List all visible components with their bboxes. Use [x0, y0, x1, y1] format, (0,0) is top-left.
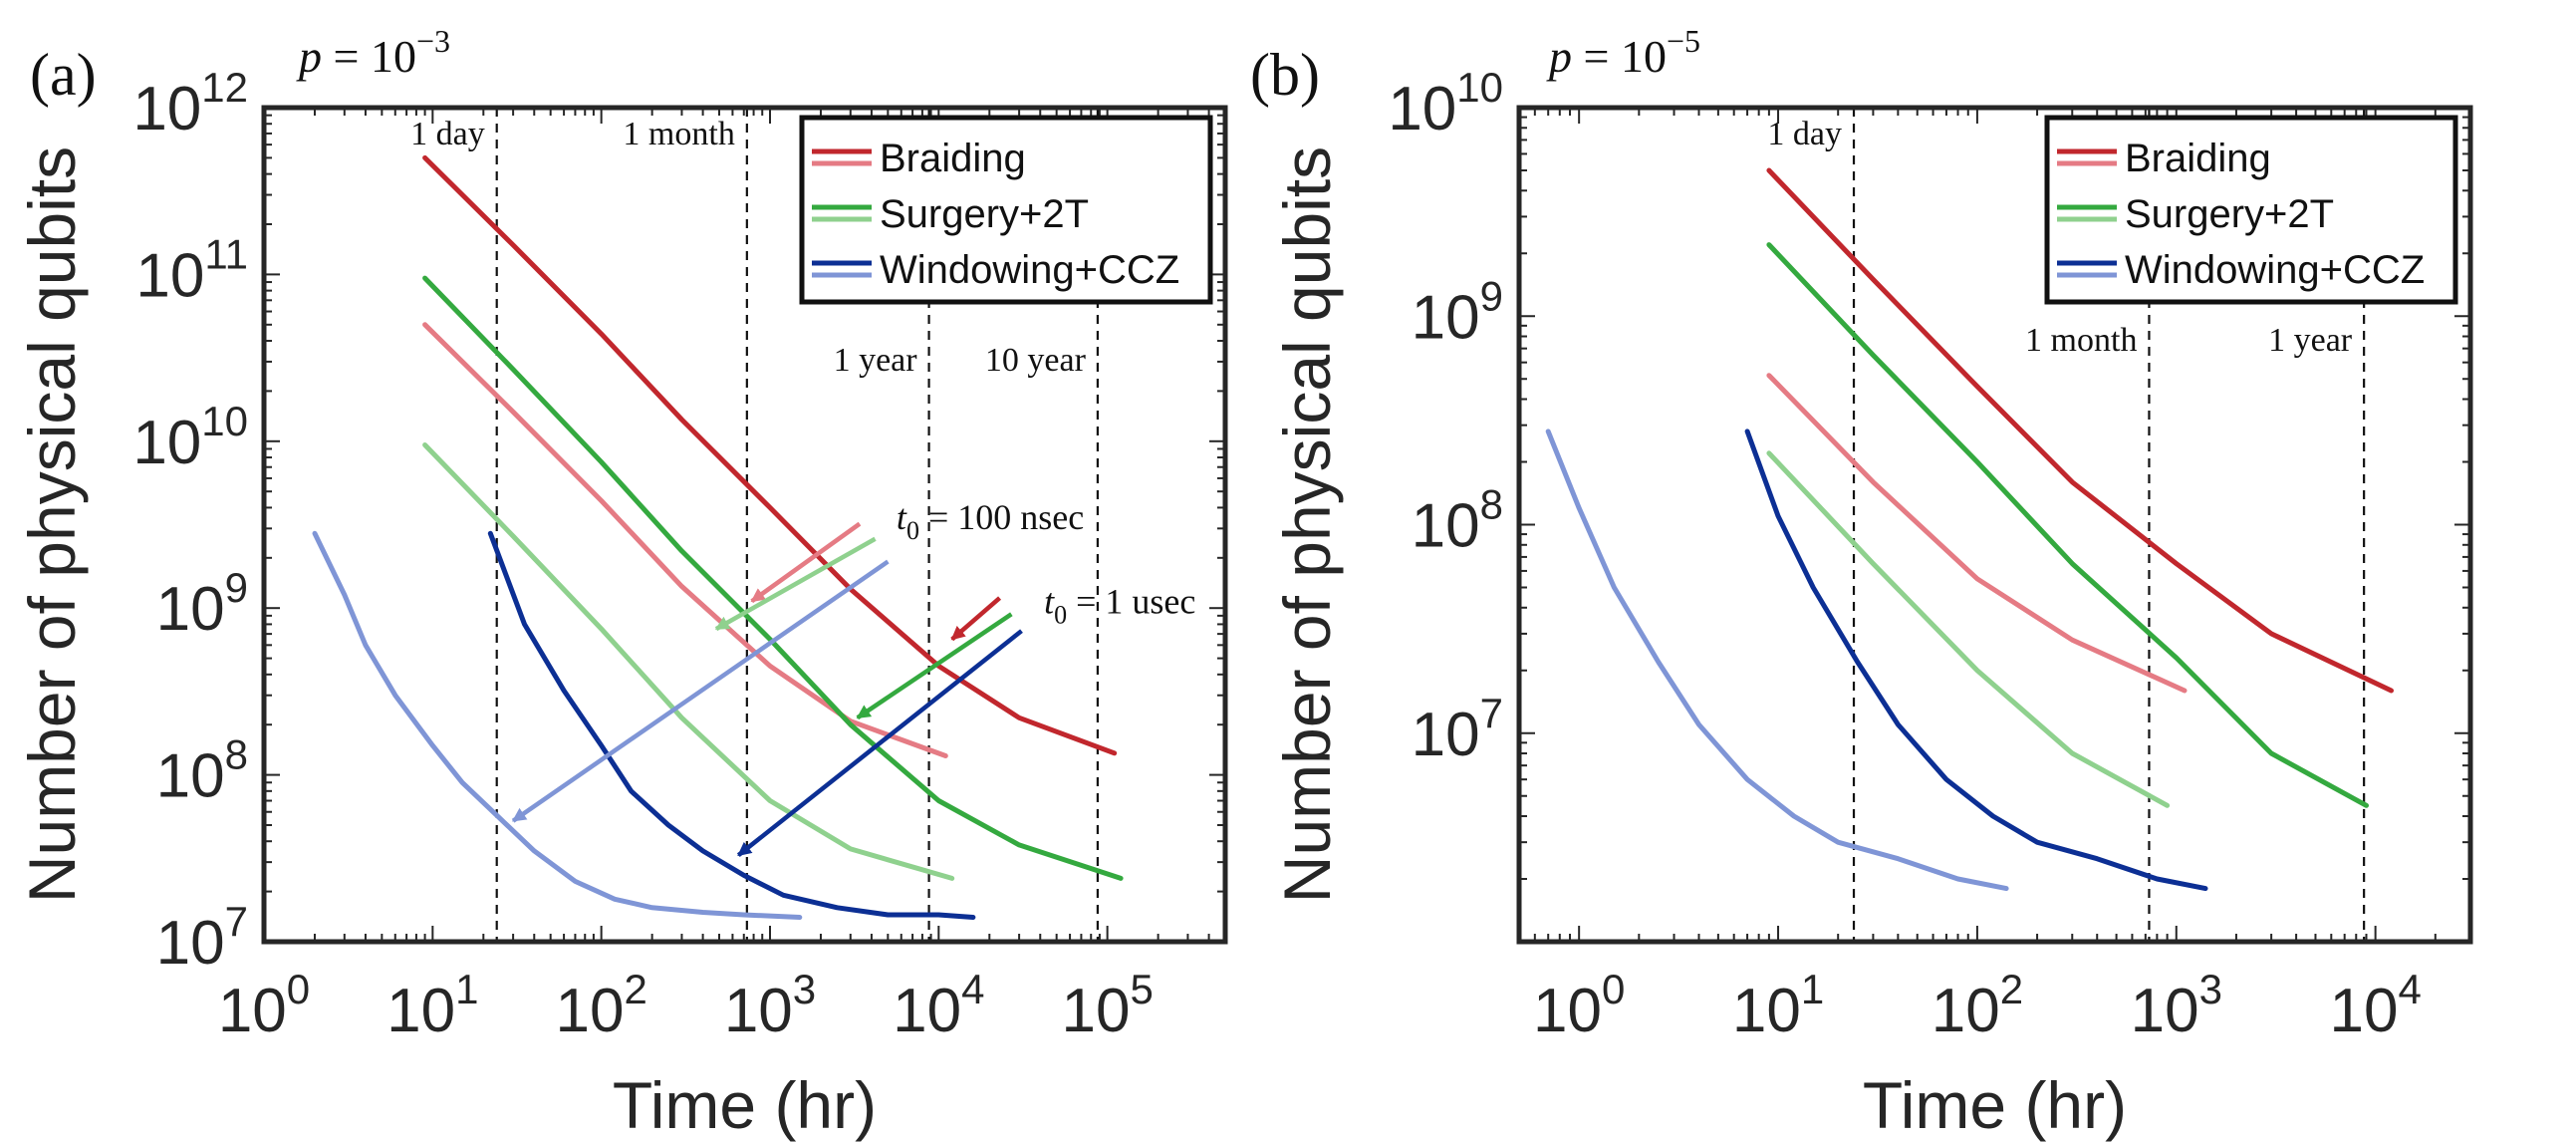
annotation-arrow: [511, 559, 890, 823]
x-tick-label: 101: [1732, 966, 1824, 1045]
series-line: [312, 530, 803, 920]
x-axis-label: Time (hr): [1863, 1068, 2127, 1142]
series-line: [487, 530, 976, 920]
x-tick-label: 104: [2329, 966, 2421, 1045]
series-line: [422, 275, 1124, 881]
time-reference-label: 10 year: [985, 342, 1087, 379]
y-tick-label: 109: [1412, 272, 1503, 352]
x-tick-label: 102: [1932, 966, 2023, 1045]
series-line: [1545, 429, 2009, 892]
time-step-annotation: t0 = 100 nsec: [897, 497, 1084, 545]
x-tick-label: 105: [1061, 966, 1153, 1045]
panel-label: (b): [1250, 42, 1320, 108]
x-tick-label: 100: [218, 966, 310, 1045]
annotation-arrow: [950, 596, 1002, 642]
x-tick-label: 103: [2131, 966, 2222, 1045]
legend-label: Windowing+CCZ: [880, 248, 1179, 292]
legend: Braiding Surgery+2T Windowing+CCZ: [799, 115, 1213, 305]
y-tick-label: 1011: [135, 230, 248, 310]
time-reference-label: 1 month: [623, 116, 734, 152]
x-tick-label: 104: [893, 966, 984, 1045]
series-line: [422, 154, 1118, 756]
series-line: [1744, 429, 2208, 892]
series-line: [1766, 450, 2171, 808]
plot-frame: [261, 105, 1228, 945]
y-tick-label: 107: [156, 898, 248, 978]
panel-b: (b) p = 10−5 1 day 1 month 1 year 100 101 102 10…: [1250, 23, 2473, 1142]
legend-label: Surgery+2T: [2125, 192, 2334, 236]
legend: Braiding Surgery+2T Windowing+CCZ: [2044, 115, 2458, 305]
series-line: [1766, 167, 2394, 694]
annotation-arrow: [856, 612, 1013, 720]
y-tick-label: 1012: [132, 64, 248, 143]
y-tick-label: 1010: [132, 398, 248, 477]
time-reference-label: 1 month: [2025, 322, 2137, 359]
series-line: [1766, 242, 2369, 808]
y-tick-label: 1010: [1388, 64, 1503, 143]
y-tick-label: 108: [156, 731, 248, 811]
x-axis-label: Time (hr): [613, 1068, 877, 1142]
legend-label: Braiding: [880, 137, 1026, 180]
series-line: [422, 322, 948, 758]
y-tick-label: 108: [1412, 481, 1503, 561]
plot-frame: [1516, 105, 2473, 945]
x-tick-label: 101: [386, 966, 478, 1045]
y-tick-label: 109: [156, 564, 248, 644]
legend-label: Braiding: [2125, 137, 2271, 180]
panel-title: p = 10−5: [1546, 23, 1700, 82]
panel-label: (a): [30, 42, 97, 108]
annotation-arrow: [714, 536, 877, 632]
annotation-arrow: [736, 629, 1023, 857]
time-step-annotation: t0 = 1 usec: [1044, 581, 1195, 629]
annotation-arrow: [750, 521, 862, 604]
x-tick-label: 103: [724, 966, 816, 1045]
time-reference-label: 1 day: [410, 116, 485, 152]
panel-title: p = 10−3: [296, 23, 450, 82]
y-tick-label: 107: [1412, 690, 1503, 769]
legend-label: Windowing+CCZ: [2125, 248, 2425, 292]
x-tick-label: 100: [1533, 966, 1625, 1045]
legend-label: Surgery+2T: [880, 192, 1089, 236]
series-line: [422, 442, 955, 881]
series-line: [1766, 373, 2188, 694]
panel-a: (a) p = 10−3 1 day 1 month 1 year 10 year t0 =…: [15, 23, 1228, 1142]
y-axis-label: Number of physical qubits: [1270, 146, 1344, 903]
y-axis-label: Number of physical qubits: [15, 146, 89, 903]
time-reference-label: 1 year: [2268, 322, 2353, 359]
x-tick-label: 102: [555, 966, 646, 1045]
time-reference-label: 1 year: [834, 342, 918, 379]
time-reference-label: 1 day: [1767, 116, 1842, 152]
